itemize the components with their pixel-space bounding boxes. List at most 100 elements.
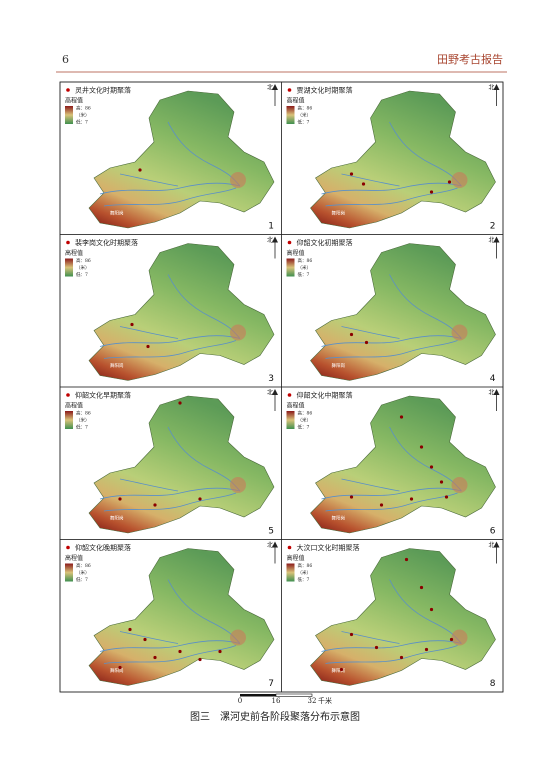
- legend-low: 低：7: [76, 424, 88, 431]
- legend-high: 高：86: [298, 257, 313, 264]
- north-label: 北: [488, 541, 494, 549]
- panel-number: 6: [490, 527, 496, 537]
- legend-low: 低：7: [298, 119, 310, 126]
- settlement-dot: [444, 495, 449, 499]
- legend-ramp: [65, 411, 73, 429]
- legend-unit: （米）: [298, 569, 312, 576]
- legend-unit: （米）: [76, 569, 90, 576]
- river: [103, 645, 237, 664]
- settlement-dot: [429, 190, 434, 194]
- legend-ramp: [286, 258, 295, 277]
- north-label: 北: [267, 84, 273, 92]
- scale-unit: 千米: [318, 696, 332, 705]
- town-area: [451, 324, 468, 341]
- legend-dot: [287, 545, 292, 550]
- river: [341, 478, 400, 492]
- river: [119, 326, 179, 339]
- scale-tick-label: 32: [308, 697, 317, 705]
- terrain-map: [310, 90, 496, 229]
- legend-high: 高：86: [76, 562, 91, 569]
- legend-heading: 高程值: [65, 402, 83, 410]
- legend-heading: 高程值: [287, 249, 305, 257]
- settlement-dot: [198, 497, 202, 501]
- map-place-label: 舞阳岗: [110, 362, 124, 369]
- figure-caption: 图三 漯河史前各阶段聚落分布示意图: [190, 710, 360, 723]
- town-area: [230, 629, 246, 646]
- legend-dot: [287, 240, 292, 245]
- legend-unit: （米）: [298, 417, 312, 424]
- north-arrow-head: [493, 541, 500, 548]
- settlement-dot: [404, 557, 409, 562]
- legend-ramp: [286, 106, 295, 124]
- settlement-dot: [178, 649, 182, 654]
- settlement-dot: [374, 645, 379, 650]
- map-place-label: 舞阳岗: [332, 515, 346, 522]
- settlement-dot: [449, 637, 454, 642]
- river: [325, 492, 458, 512]
- north-label: 北: [488, 236, 494, 244]
- town-area: [230, 324, 246, 341]
- north-label: 北: [267, 541, 273, 549]
- panel-number: 2: [490, 222, 496, 232]
- river: [119, 478, 179, 492]
- north-arrow-head: [272, 84, 278, 90]
- legend-unit: （米）: [76, 264, 90, 271]
- settlement-dot: [439, 480, 444, 484]
- river: [99, 640, 241, 652]
- town-area: [451, 629, 468, 646]
- north-arrow-head: [272, 236, 278, 243]
- settlement-dot: [364, 340, 369, 345]
- settlement-dot: [339, 667, 344, 672]
- settlement-dot: [447, 180, 452, 184]
- river: [321, 182, 462, 195]
- river: [103, 187, 237, 207]
- panel-grid: 舞阳岗灵井文化时期聚落高程值高：86（米）低：7北1舞阳岗贾湖文化时期聚落高程值…: [59, 81, 504, 693]
- settlement-dot: [429, 465, 434, 469]
- terrain-map: [88, 90, 275, 229]
- map-place-label: 舞阳岗: [110, 210, 124, 217]
- legend-ramp: [65, 258, 73, 277]
- north-label: 北: [488, 389, 494, 397]
- town-area: [451, 477, 468, 493]
- legend-unit: （米）: [76, 112, 90, 119]
- legend-high: 高：86: [298, 562, 313, 569]
- page-number: 6: [62, 53, 69, 66]
- legend-high: 高：86: [76, 105, 91, 112]
- river: [321, 335, 462, 347]
- legend-low: 低：7: [298, 424, 310, 431]
- map-place-label: 舞阳岗: [332, 210, 346, 217]
- legend-ramp: [286, 411, 295, 429]
- river: [321, 640, 462, 652]
- settlement-dot: [409, 497, 414, 501]
- settlement-dot: [153, 655, 157, 660]
- settlement-dot: [153, 503, 157, 507]
- river: [103, 340, 237, 359]
- legend-low: 低：7: [76, 271, 88, 278]
- legend-dot: [66, 88, 70, 92]
- settlement-dot: [198, 657, 202, 662]
- settlement-dot: [349, 332, 354, 337]
- scale-bar-white: [275, 693, 313, 697]
- settlement-dot: [379, 503, 384, 507]
- terrain-map: [310, 243, 496, 381]
- legend-low: 低：7: [298, 576, 310, 583]
- map-place-label: 舞阳岗: [110, 515, 124, 522]
- legend-unit: （米）: [298, 264, 312, 271]
- north-arrow-head: [493, 84, 500, 90]
- terrain-map: [310, 395, 496, 534]
- settlement-dot: [419, 445, 424, 449]
- legend-heading: 高程值: [287, 97, 305, 105]
- map-place-label: 舞阳岗: [332, 362, 346, 369]
- river: [99, 182, 241, 195]
- panel-frame: [281, 539, 504, 693]
- map-place-label: 舞阳岗: [110, 667, 124, 674]
- river: [341, 326, 400, 339]
- settlement-dot: [128, 627, 132, 632]
- settlement-dot: [146, 344, 150, 349]
- settlement-dot: [349, 172, 354, 176]
- panel-number: 1: [268, 222, 274, 232]
